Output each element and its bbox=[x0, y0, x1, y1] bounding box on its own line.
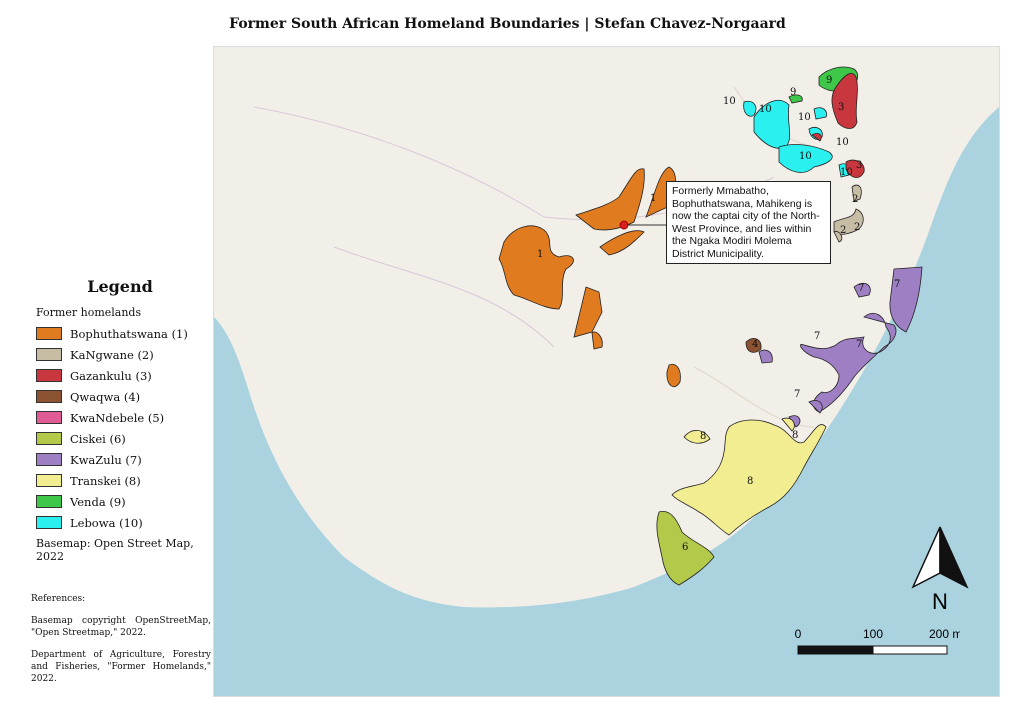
legend-swatch bbox=[36, 453, 62, 466]
scale-bar: 0 100 200 mi bbox=[790, 626, 965, 666]
scale-segment-2 bbox=[872, 645, 948, 655]
legend-label: Gazankulu (3) bbox=[70, 368, 152, 383]
label-lebowa-3: 10 bbox=[799, 151, 812, 162]
homeland-transkei[interactable] bbox=[671, 417, 827, 536]
references-heading: References: bbox=[31, 594, 86, 604]
label-kwazulu: 7 bbox=[894, 279, 900, 290]
reference-entry-2: Department of Agriculture, Forestry and … bbox=[31, 650, 211, 684]
label-ciskei: 6 bbox=[682, 542, 688, 553]
legend-items: Bophuthatswana (1) KaNgwane (2) Gazankulu … bbox=[20, 323, 215, 533]
label-qwaqwa: 4 bbox=[752, 339, 758, 350]
homeland-bophuthatswana[interactable] bbox=[498, 166, 681, 388]
ocean-area bbox=[214, 107, 999, 696]
label-kangwane: 2 bbox=[852, 194, 858, 205]
mahikeng-marker[interactable] bbox=[619, 220, 629, 230]
label-lebowa: 10 bbox=[723, 96, 736, 107]
label-transkei-3: 8 bbox=[792, 430, 798, 441]
legend-item: Ciskei (6) bbox=[36, 428, 215, 449]
legend-item: Venda (9) bbox=[36, 491, 215, 512]
label-venda: 9 bbox=[826, 75, 832, 86]
legend-label: Ciskei (6) bbox=[70, 431, 126, 446]
legend-item: KwaNdebele (5) bbox=[36, 407, 215, 428]
label-bophuthatswana-2: 1 bbox=[650, 193, 656, 204]
label-kwazulu-5: 7 bbox=[794, 389, 800, 400]
legend-label: Lebowa (10) bbox=[70, 515, 143, 530]
legend: Legend Former homelands Bophuthatswana (… bbox=[20, 277, 215, 563]
references: References: Basemap copyright OpenStreet… bbox=[31, 593, 211, 695]
map-canvas[interactable]: 1 1 2 2 2 3 3 4 9 9 10 10 10 10 10 10 7 … bbox=[213, 46, 1000, 697]
legend-title: Legend bbox=[87, 277, 153, 296]
homeland-kwazulu[interactable] bbox=[758, 266, 923, 428]
label-lebowa-2: 10 bbox=[759, 104, 772, 115]
legend-swatch bbox=[36, 327, 62, 340]
north-arrow: N bbox=[905, 525, 975, 619]
scale-tick-200: 200 mi bbox=[929, 627, 960, 641]
legend-label: Transkei (8) bbox=[70, 473, 141, 488]
map-title: Former South African Homeland Boundaries… bbox=[229, 16, 786, 32]
homeland-lebowa[interactable] bbox=[743, 100, 851, 178]
map-svg: 1 1 2 2 2 3 3 4 9 9 10 10 10 10 10 10 7 … bbox=[214, 47, 999, 696]
scale-tick-0: 0 bbox=[795, 627, 802, 641]
homeland-qwaqwa[interactable] bbox=[745, 338, 762, 353]
north-arrow-left bbox=[911, 526, 941, 589]
reference-entry-1: Basemap copyright OpenStreetMap, "Open S… bbox=[31, 616, 211, 638]
label-transkei: 8 bbox=[747, 476, 753, 487]
legend-item: Bophuthatswana (1) bbox=[36, 323, 215, 344]
label-gazankulu-2: 3 bbox=[856, 160, 862, 171]
label-kwazulu-3: 7 bbox=[856, 339, 862, 350]
label-kwazulu-2: 7 bbox=[858, 283, 864, 294]
legend-swatch bbox=[36, 411, 62, 424]
legend-item: KaNgwane (2) bbox=[36, 344, 215, 365]
mahikeng-callout: Formerly Mmabatho, Bophuthatswana, Mahik… bbox=[666, 181, 831, 264]
legend-swatch bbox=[36, 432, 62, 445]
label-kwazulu-4: 7 bbox=[814, 331, 820, 342]
basemap-note: Basemap: Open Street Map, 2022 bbox=[36, 537, 194, 563]
label-kangwane-3: 2 bbox=[854, 222, 860, 233]
north-label: N bbox=[932, 589, 948, 614]
label-bophuthatswana: 1 bbox=[537, 249, 543, 260]
scale-segment-1 bbox=[797, 645, 874, 655]
legend-subtitle: Former homelands bbox=[36, 306, 142, 319]
legend-item: Transkei (8) bbox=[36, 470, 215, 491]
legend-swatch bbox=[36, 516, 62, 529]
legend-item: Qwaqwa (4) bbox=[36, 386, 215, 407]
scale-tick-100: 100 bbox=[863, 627, 883, 641]
label-transkei-2: 8 bbox=[700, 431, 706, 442]
legend-item: KwaZulu (7) bbox=[36, 449, 215, 470]
homeland-kangwane[interactable] bbox=[833, 184, 864, 243]
north-arrow-right bbox=[939, 526, 969, 589]
legend-swatch bbox=[36, 348, 62, 361]
legend-swatch bbox=[36, 474, 62, 487]
legend-label: Bophuthatswana (1) bbox=[70, 326, 188, 341]
legend-swatch bbox=[36, 390, 62, 403]
legend-label: Qwaqwa (4) bbox=[70, 389, 141, 404]
label-gazankulu: 3 bbox=[838, 102, 844, 113]
label-kangwane-2: 2 bbox=[840, 225, 846, 236]
legend-label: KwaZulu (7) bbox=[70, 452, 142, 467]
legend-label: Venda (9) bbox=[70, 494, 126, 509]
legend-swatch bbox=[36, 369, 62, 382]
legend-label: KwaNdebele (5) bbox=[70, 410, 165, 425]
label-lebowa-5: 10 bbox=[836, 137, 849, 148]
homeland-gazankulu[interactable] bbox=[811, 73, 865, 178]
label-lebowa-4: 10 bbox=[798, 112, 811, 123]
legend-swatch bbox=[36, 495, 62, 508]
homeland-ciskei[interactable] bbox=[656, 510, 715, 586]
legend-item: Gazankulu (3) bbox=[36, 365, 215, 386]
legend-label: KaNgwane (2) bbox=[70, 347, 154, 362]
label-lebowa-6: 10 bbox=[840, 167, 853, 178]
label-venda-2: 9 bbox=[790, 87, 796, 98]
legend-item: Lebowa (10) bbox=[36, 512, 215, 533]
